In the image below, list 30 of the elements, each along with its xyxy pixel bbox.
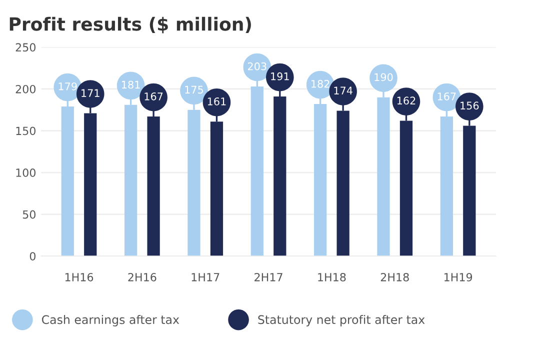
data-label: 203 bbox=[248, 62, 266, 70]
data-label: 191 bbox=[271, 72, 289, 80]
y-tick-label: 250 bbox=[16, 43, 36, 52]
y-tick-label: 0 bbox=[30, 252, 36, 260]
data-label: 161 bbox=[208, 97, 226, 106]
data-label: 179 bbox=[58, 82, 77, 90]
legend-label: Statutory net profit after tax bbox=[258, 314, 425, 326]
x-tick-label: 2H18 bbox=[380, 272, 409, 282]
data-label: 181 bbox=[122, 80, 140, 89]
x-tick-label: 1H18 bbox=[318, 272, 346, 282]
x-tick-label: 2H16 bbox=[128, 272, 156, 282]
legend-label: Cash earnings after tax bbox=[42, 314, 180, 326]
y-tick-label: 200 bbox=[16, 84, 36, 94]
y-tick-label: 50 bbox=[22, 210, 36, 219]
data-label: 190 bbox=[374, 73, 393, 82]
data-label: 175 bbox=[185, 86, 204, 94]
x-tick-label: 1H16 bbox=[65, 272, 94, 282]
x-tick-label: 1H17 bbox=[192, 273, 220, 282]
data-label: 162 bbox=[397, 96, 416, 105]
data-label: 167 bbox=[144, 92, 163, 100]
y-tick-label: 100 bbox=[16, 168, 36, 177]
data-label: 171 bbox=[82, 89, 100, 97]
x-tick-label: 1H19 bbox=[444, 272, 472, 282]
chart-title: Profit results ($ million) bbox=[10, 16, 251, 34]
x-tick-label: 2H17 bbox=[254, 272, 282, 282]
y-tick-label: 150 bbox=[16, 126, 36, 136]
data-label: 167 bbox=[438, 92, 456, 100]
data-label: 182 bbox=[312, 80, 330, 88]
data-label: 174 bbox=[334, 86, 352, 94]
data-label: 156 bbox=[460, 102, 479, 110]
